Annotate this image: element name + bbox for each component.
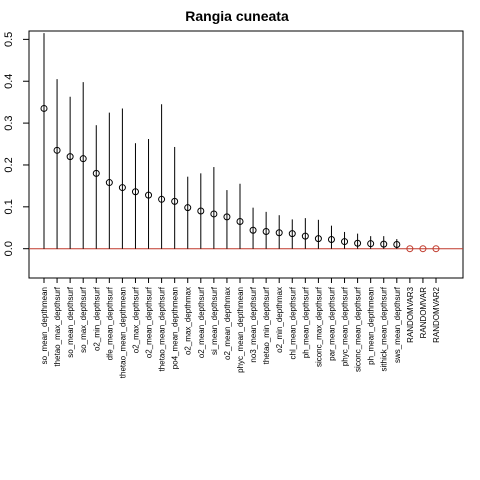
x-tick-label: thetao_mean_depthmean	[118, 287, 127, 378]
data-point	[262, 228, 270, 236]
data-point	[145, 191, 153, 199]
x-tick-label: thetao_min_depthsurf	[262, 286, 271, 364]
data-point	[314, 235, 322, 243]
x-tick-label: siconc_max_depthsurf	[314, 286, 323, 367]
x-tick-label: no3_mean_depthsurf	[249, 286, 258, 362]
data-point	[223, 213, 231, 221]
data-point	[40, 104, 48, 112]
x-tick-label: o2_mean_depthsurf	[197, 286, 206, 358]
x-tick-label: so_max_depthsurf	[79, 286, 88, 353]
data-point	[301, 232, 309, 240]
x-tick-label: o2_min_depthmax	[275, 287, 284, 353]
y-tick-label: 0.5	[3, 32, 15, 47]
x-tick-label: ph_mean_depthsurf	[301, 286, 310, 358]
plot-frame	[28, 30, 464, 279]
x-tick-label: par_mean_depthsurf	[327, 286, 336, 361]
x-tick-label: dfe_mean_depthsurf	[105, 286, 114, 360]
x-tick-label: o2_mean_depthsurf	[145, 286, 154, 358]
data-point	[236, 217, 244, 225]
data-point	[380, 240, 388, 248]
points-layer	[40, 104, 440, 253]
x-tick-label: so_mean_depthmean	[40, 287, 49, 364]
data-point	[406, 245, 414, 253]
y-tick-label: 0.4	[3, 74, 15, 89]
data-point	[131, 188, 139, 196]
x-tick-label: thetao_mean_depthsurf	[158, 286, 167, 371]
x-tick-label: ph_mean_depthmean	[367, 287, 376, 365]
x-tick-label: RANDOMVAR3	[406, 286, 415, 342]
data-point	[288, 230, 296, 238]
data-point	[354, 239, 362, 247]
whiskers-layer	[43, 33, 398, 249]
data-point	[393, 241, 401, 249]
data-point	[118, 184, 126, 192]
data-point	[171, 197, 179, 205]
data-point	[249, 226, 257, 234]
data-point	[184, 204, 192, 212]
x-tick-label: po4_mean_depthmean	[171, 287, 180, 369]
data-point	[158, 195, 166, 203]
x-tick-label: o2_max_depthmax	[184, 287, 193, 355]
data-point	[79, 155, 87, 163]
y-tick-label: 0.3	[3, 115, 15, 130]
data-point	[432, 245, 440, 253]
y-axis: 0.0 0.1 0.2 0.3 0.4 0.5	[3, 32, 29, 256]
x-tick-label: sithick_mean_depthsurf	[380, 286, 389, 371]
x-tick-label: so_mean_depthsurf	[66, 286, 75, 357]
data-point	[419, 245, 427, 253]
y-tick-label: 0.1	[3, 199, 15, 214]
x-tick-label: RANDOMVAR	[419, 287, 428, 339]
x-tick-label: chl_mean_depthsurf	[288, 286, 297, 359]
x-tick-label: phyc_mean_depthsurf	[341, 286, 350, 366]
data-point	[66, 153, 74, 161]
data-point	[197, 207, 205, 215]
x-tick-label: siconc_mean_depthsurf	[354, 286, 363, 372]
x-axis: so_mean_depthmean thetao_max_depthsurf so_…	[40, 278, 441, 378]
x-tick-label: RANDOMVAR2	[432, 286, 441, 342]
data-point	[105, 179, 113, 187]
x-tick-label: o2_mean_depthmax	[223, 287, 232, 360]
y-tick-label: 0.2	[3, 157, 15, 172]
x-tick-label: o2_min_depthsurf	[92, 286, 101, 351]
data-point	[367, 240, 375, 248]
data-point	[53, 146, 61, 154]
x-tick-label: o2_max_depthsurf	[131, 286, 140, 353]
data-point	[275, 229, 283, 237]
x-tick-label: phyc_mean_depthmean	[236, 287, 245, 373]
x-tick-label: thetao_max_depthsurf	[53, 286, 62, 366]
x-tick-label: sws_mean_depthsurf	[393, 286, 402, 363]
y-tick-label: 0.0	[3, 241, 15, 256]
x-tick-label: si_mean_depthsurf	[210, 286, 219, 355]
chart-title: Rangia cuneata	[185, 8, 289, 24]
data-point	[210, 210, 218, 218]
data-point	[341, 238, 349, 246]
data-point	[327, 235, 335, 243]
data-point	[92, 169, 100, 177]
